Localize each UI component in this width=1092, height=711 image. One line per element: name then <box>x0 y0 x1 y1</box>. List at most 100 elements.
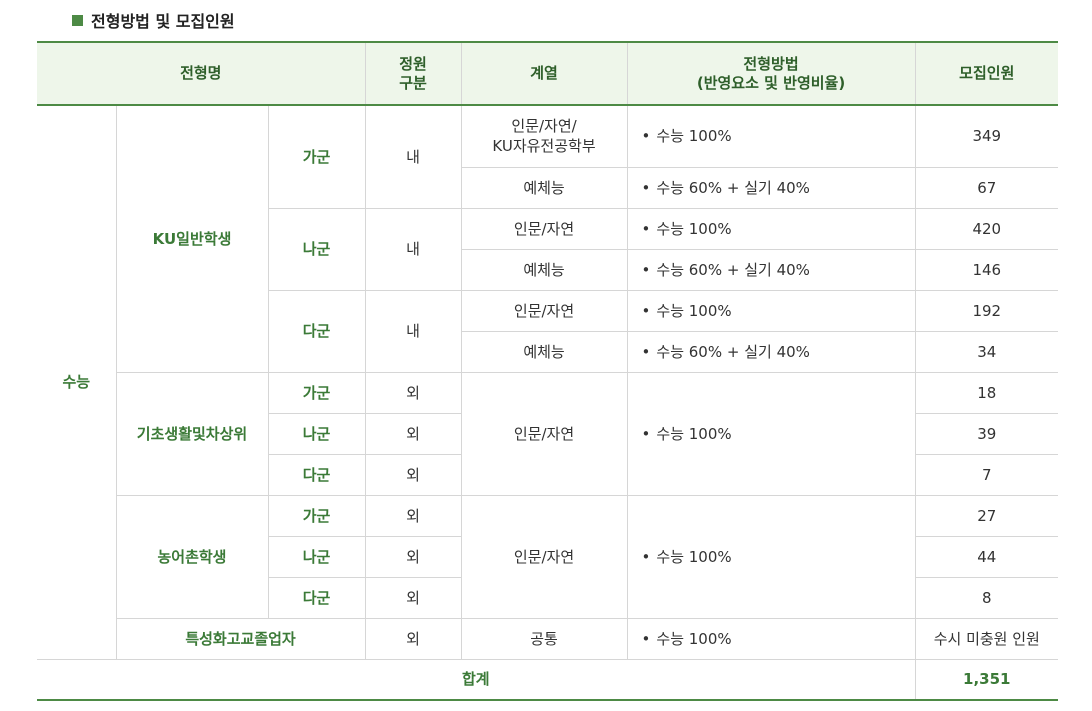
gun-ga: 가군 <box>267 105 366 209</box>
count-cell: 수시 미충원 인원 <box>914 618 1059 660</box>
quota-cell: 내 <box>364 105 462 209</box>
table-row: 예체능 • 수능 60% + 실기 40% 34 <box>37 331 1059 373</box>
count-cell: 146 <box>914 249 1059 291</box>
method-cell: • 수능 100% <box>626 105 916 168</box>
table-row: 다군 외 7 <box>37 454 1059 496</box>
group-basic: 기초생활및차상위 <box>115 372 268 496</box>
field-cell: 인문/자연 <box>460 495 628 619</box>
header-method-line1: 전형방법 <box>743 54 799 73</box>
table-row: 수능 KU일반학생 가군 내 인문/자연/ KU자유전공학부 • 수능 100% … <box>37 105 1059 660</box>
gun-da: 다군 <box>267 577 366 619</box>
field-cell: 인문/자연/ KU자유전공학부 <box>460 105 628 168</box>
count-cell: 8 <box>914 577 1059 619</box>
square-bullet-icon <box>72 14 83 26</box>
table-row: 나군 내 인문/자연 • 수능 100% 420 <box>37 208 1059 291</box>
quota-cell: 내 <box>364 208 462 291</box>
method-cell: • 수능 60% + 실기 40% <box>626 249 916 291</box>
count-cell: 7 <box>914 454 1059 496</box>
method-cell: • 수능 100% <box>626 208 916 250</box>
section-title-text: 전형방법 및 모집인원 <box>91 12 235 31</box>
header-quota-line2: 구분 <box>399 73 427 92</box>
count-cell: 349 <box>914 105 1059 168</box>
bullet-icon: • <box>641 301 651 320</box>
gun-da: 다군 <box>267 454 366 496</box>
method-text: 수능 100% <box>656 301 732 320</box>
bullet-icon: • <box>641 547 651 566</box>
bullet-icon: • <box>641 219 651 238</box>
method-text: 수능 60% + 실기 40% <box>656 260 810 279</box>
method-text: 수능 60% + 실기 40% <box>656 342 810 361</box>
gun-na: 나군 <box>267 208 366 291</box>
table-row: 기초생활및차상위 가군 외 인문/자연 • 수능 100% 18 <box>37 372 1059 496</box>
bullet-icon: • <box>641 178 651 197</box>
count-cell: 27 <box>914 495 1059 537</box>
field-cell: 공통 <box>460 618 628 660</box>
method-text: 수능 100% <box>656 127 732 146</box>
header-method-line2: (반영요소 및 반영비율) <box>696 73 846 92</box>
method-cell: • 수능 60% + 실기 40% <box>626 331 916 373</box>
category-cell: 수능 <box>37 105 116 660</box>
count-cell: 420 <box>914 208 1059 250</box>
method-cell: • 수능 100% <box>626 618 916 660</box>
count-cell: 44 <box>914 536 1059 578</box>
table-row: 예체능 • 수능 60% + 실기 40% 67 <box>37 167 1059 209</box>
bullet-icon: • <box>641 424 651 443</box>
group-special: 특성화고교졸업자 <box>115 618 366 660</box>
bullet-icon: • <box>641 342 651 361</box>
table-row: 나군 외 39 <box>37 413 1059 455</box>
quota-cell: 외 <box>364 413 462 455</box>
bullet-icon: • <box>641 127 651 146</box>
group-rural: 농어촌학생 <box>115 495 268 619</box>
count-cell: 67 <box>914 167 1059 209</box>
field-cell: 예체능 <box>460 249 628 291</box>
total-label: 합계 <box>37 659 916 701</box>
quota-cell: 외 <box>364 577 462 619</box>
count-cell: 18 <box>914 372 1059 414</box>
quota-cell: 외 <box>364 372 462 414</box>
method-cell: • 수능 100% <box>626 290 916 332</box>
table-row: 다군 내 인문/자연 • 수능 100% 192 <box>37 290 1059 373</box>
table-row: 특성화고교졸업자 외 공통 • 수능 100% 수시 미충원 인원 <box>37 618 1059 660</box>
header-method: 전형방법 (반영요소 및 반영비율) <box>626 41 916 106</box>
bullet-icon: • <box>641 260 651 279</box>
table-row: 농어촌학생 가군 외 인문/자연 • 수능 100% 27 <box>37 495 1059 619</box>
method-cell: • 수능 100% <box>626 495 916 619</box>
field-cell: 인문/자연 <box>460 372 628 496</box>
total-value: 1,351 <box>914 659 1059 701</box>
table-header-row: 전형명 정원 구분 계열 전형방법 (반영요소 및 반영비율) 모집인원 <box>37 41 1059 106</box>
gun-da: 다군 <box>267 290 366 373</box>
table-row: 예체능 • 수능 60% + 실기 40% 146 <box>37 249 1059 291</box>
field-cell: 예체능 <box>460 167 628 209</box>
header-quota: 정원 구분 <box>364 41 462 106</box>
method-cell: • 수능 60% + 실기 40% <box>626 167 916 209</box>
method-text: 수능 100% <box>656 219 732 238</box>
quota-cell: 내 <box>364 290 462 373</box>
field-cell: 예체능 <box>460 331 628 373</box>
header-quota-line1: 정원 <box>399 54 427 73</box>
field-line1: 인문/자연/ <box>511 117 577 136</box>
bullet-icon: • <box>641 629 651 648</box>
total-row: 합계 1,351 <box>37 659 1059 701</box>
table-row: 다군 외 8 <box>37 577 1059 619</box>
header-name: 전형명 <box>37 41 366 106</box>
group-general: KU일반학생 <box>115 105 268 373</box>
count-cell: 39 <box>914 413 1059 455</box>
header-field: 계열 <box>460 41 628 106</box>
method-text: 수능 100% <box>656 629 732 648</box>
gun-na: 나군 <box>267 536 366 578</box>
field-line2: KU자유전공학부 <box>492 137 596 156</box>
field-cell: 인문/자연 <box>460 208 628 250</box>
quota-cell: 외 <box>364 495 462 537</box>
quota-cell: 외 <box>364 454 462 496</box>
quota-cell: 외 <box>364 618 462 660</box>
method-text: 수능 100% <box>656 424 732 443</box>
gun-na: 나군 <box>267 413 366 455</box>
field-cell: 인문/자연 <box>460 290 628 332</box>
header-count: 모집인원 <box>914 41 1059 106</box>
gun-ga: 가군 <box>267 495 366 537</box>
method-text: 수능 100% <box>656 547 732 566</box>
admission-table: 전형명 정원 구분 계열 전형방법 (반영요소 및 반영비율) 모집인원 수능 … <box>37 41 1059 701</box>
method-text: 수능 60% + 실기 40% <box>656 178 810 197</box>
count-cell: 192 <box>914 290 1059 332</box>
method-cell: • 수능 100% <box>626 372 916 496</box>
